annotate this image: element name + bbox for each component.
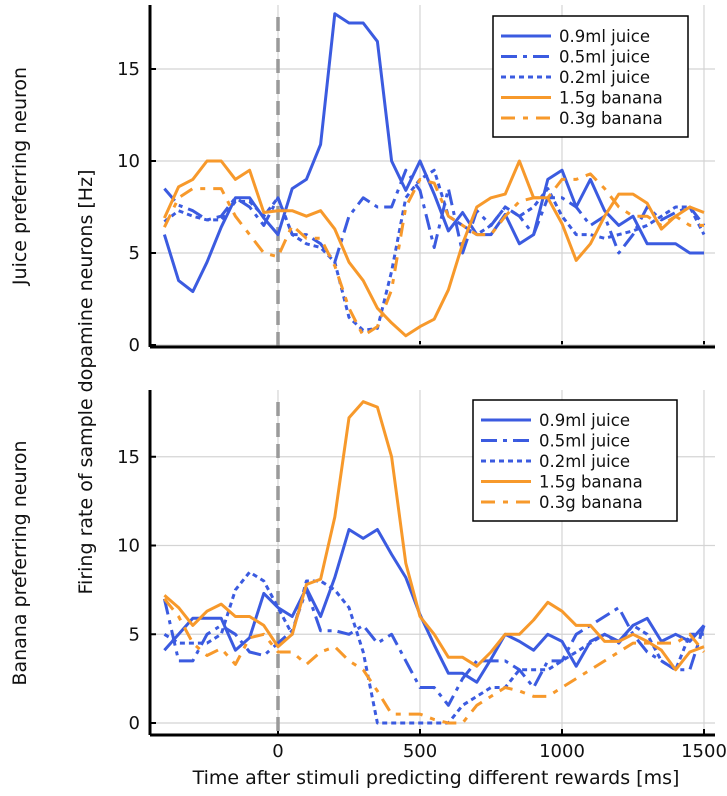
legend-label: 0.5ml juice [559,48,650,67]
series-line-0-2ml-juice [163,168,706,332]
series-line-0-9ml-juice [163,528,706,684]
y-tick-label: 10 [117,151,140,172]
legend-label: 0.3g banana [539,493,643,512]
panel-label-top: Juice preferring neuron [9,67,31,286]
x-tick-label: 0 [272,741,283,762]
x-tick-label: 500 [403,741,437,762]
series-line-0-9ml-juice [162,12,704,294]
y-tick-label: 0 [129,335,140,356]
x-axis-label: Time after stimuli predicting different … [192,767,680,789]
legend-label: 0.2ml juice [559,68,650,87]
y-tick-label: 0 [129,713,140,734]
legend-label: 0.2ml juice [539,452,630,471]
y-tick-label: 5 [129,624,140,645]
legend-label: 0.5ml juice [539,432,630,451]
legend-label: 0.9ml juice [539,411,630,430]
x-tick-label: 1000 [539,741,585,762]
legend-label: 1.5g banana [539,473,643,492]
y-tick-label: 15 [117,59,140,80]
x-tick-label: 1500 [681,741,727,762]
series-line-1-5g-banana [163,400,705,672]
series-line-0-3g-banana [163,172,704,338]
legend-label: 0.3g banana [559,109,663,128]
panel-label-bottom: Banana preferring neuron [9,440,31,685]
y-tick-label: 5 [129,243,140,264]
series-line-0-5ml-juice [162,588,706,707]
legend-label: 0.9ml juice [559,27,650,46]
legend-label: 1.5g banana [559,89,663,108]
y-axis-label: Firing rate of sample dopamine neurons [… [75,170,97,595]
bottom-panel: 0 500 1000 1500 0 5 10 15 0.9ml juice 0.5ml juice… [117,390,727,762]
y-tick-label: 15 [117,447,140,468]
series-line-0-5ml-juice [163,168,706,264]
y-tick-label: 10 [117,536,140,557]
series-line-0-3g-banana [163,597,706,725]
